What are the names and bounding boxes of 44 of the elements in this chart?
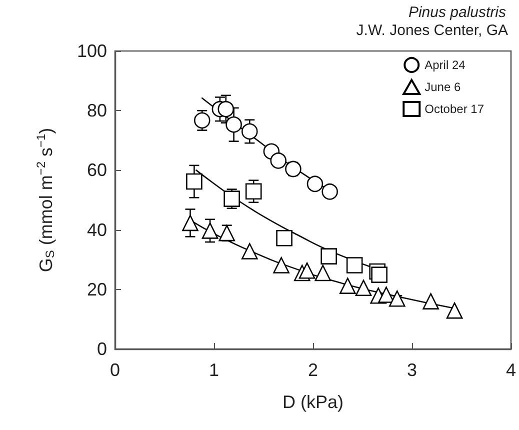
chart-title: Pinus palustris — [408, 4, 506, 21]
y-tick-label: 80 — [86, 100, 107, 121]
point — [273, 257, 290, 274]
point — [355, 280, 372, 296]
y-tick-label: 0 — [96, 339, 107, 359]
point — [378, 286, 394, 303]
point — [314, 264, 332, 282]
point — [446, 302, 463, 319]
point — [322, 184, 338, 200]
x-tick-label: 0 — [110, 360, 120, 380]
y-tick-label: 60 — [86, 160, 107, 180]
point — [194, 112, 210, 129]
y-tick-label: 100 — [76, 41, 107, 61]
point — [371, 266, 388, 283]
chart-subtitle: J.W. Jones Center, GA — [356, 22, 508, 39]
point — [226, 116, 242, 133]
x-axis-title: D (kPa) — [282, 392, 344, 412]
point — [320, 248, 337, 264]
x-tick-label: 2 — [308, 360, 318, 380]
point — [339, 278, 356, 294]
point — [422, 293, 439, 310]
y-tick-label: 40 — [86, 220, 107, 240]
point — [298, 262, 316, 279]
point — [346, 257, 363, 274]
legend-label: October 17 — [424, 102, 484, 116]
point — [202, 222, 218, 239]
point — [186, 173, 202, 190]
y-tick-label: 20 — [86, 279, 107, 300]
x-tick-label: 3 — [406, 360, 418, 380]
legend-label: April 24 — [424, 58, 466, 72]
point — [306, 176, 324, 192]
point — [276, 230, 292, 246]
point — [388, 290, 406, 307]
point — [241, 243, 258, 260]
x-tick-label: 1 — [208, 360, 220, 380]
point — [218, 100, 234, 118]
point — [245, 183, 262, 200]
y-axis-title: GS (mmol m−2 s−1) — [34, 128, 57, 272]
point — [224, 190, 240, 207]
point — [242, 123, 258, 140]
point — [182, 214, 198, 232]
legend-label: June 6 — [424, 80, 461, 94]
x-tick-label: 4 — [506, 360, 516, 380]
point — [270, 152, 286, 169]
